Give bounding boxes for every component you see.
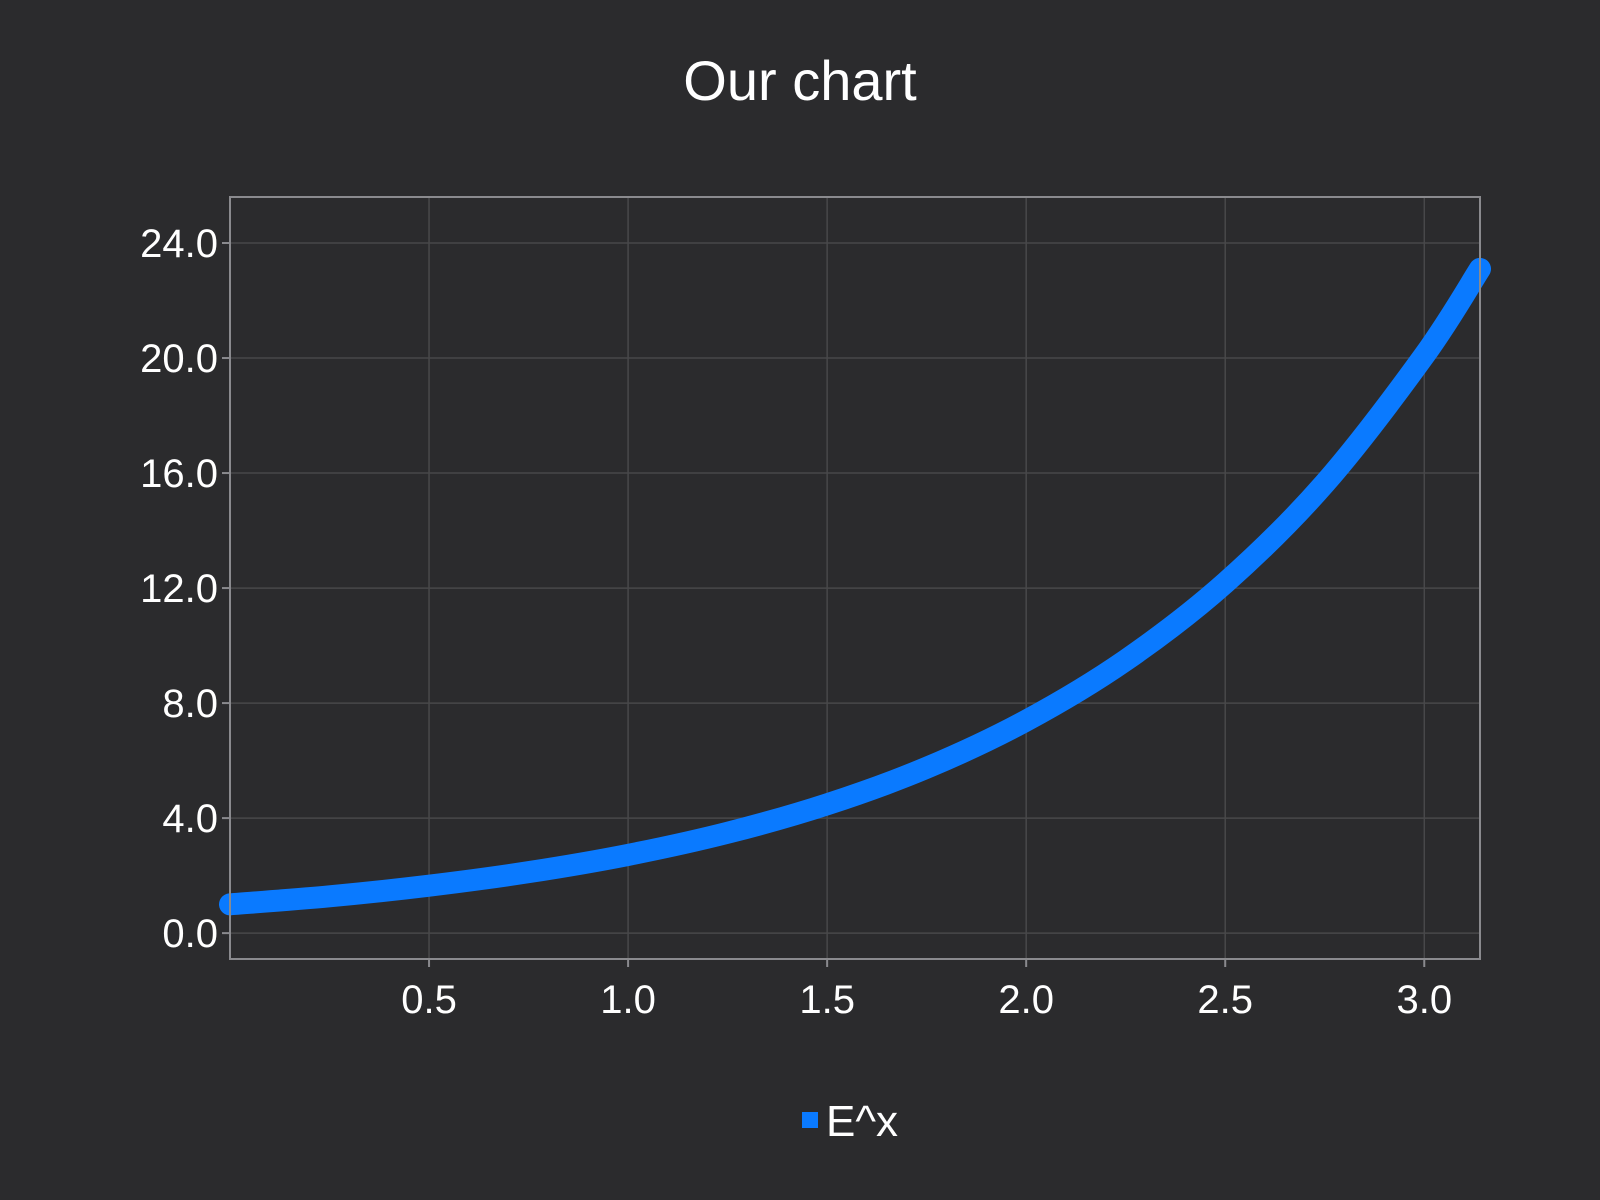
legend-label: E^x — [826, 1097, 898, 1146]
legend: E^x — [802, 1097, 898, 1146]
y-tick-label: 20.0 — [140, 337, 218, 381]
x-tick-label: 2.0 — [998, 978, 1054, 1022]
chart-title: Our chart — [683, 49, 917, 112]
plot-frame — [229, 196, 1481, 960]
y-axis-ticks: 0.0 4.0 8.0 12.0 16.0 20.0 24.0 — [140, 222, 230, 956]
x-tick-label: 2.5 — [1197, 978, 1253, 1022]
y-tick-label: 8.0 — [162, 682, 218, 726]
y-tick-label: 16.0 — [140, 452, 218, 496]
legend-swatch — [802, 1112, 818, 1128]
x-axis-ticks: 0.5 1.0 1.5 2.0 2.5 3.0 — [401, 959, 1452, 1022]
grid-layer — [230, 197, 1480, 959]
x-tick-label: 1.0 — [600, 978, 656, 1022]
x-tick-label: 1.5 — [799, 978, 855, 1022]
y-tick-label: 24.0 — [140, 222, 218, 266]
series-line — [219, 257, 1491, 916]
y-tick-label: 4.0 — [162, 797, 218, 841]
y-tick-label: 0.0 — [162, 912, 218, 956]
x-tick-label: 3.0 — [1396, 978, 1452, 1022]
series-layer — [219, 257, 1491, 916]
y-tick-label: 12.0 — [140, 567, 218, 611]
x-tick-label: 0.5 — [401, 978, 457, 1022]
